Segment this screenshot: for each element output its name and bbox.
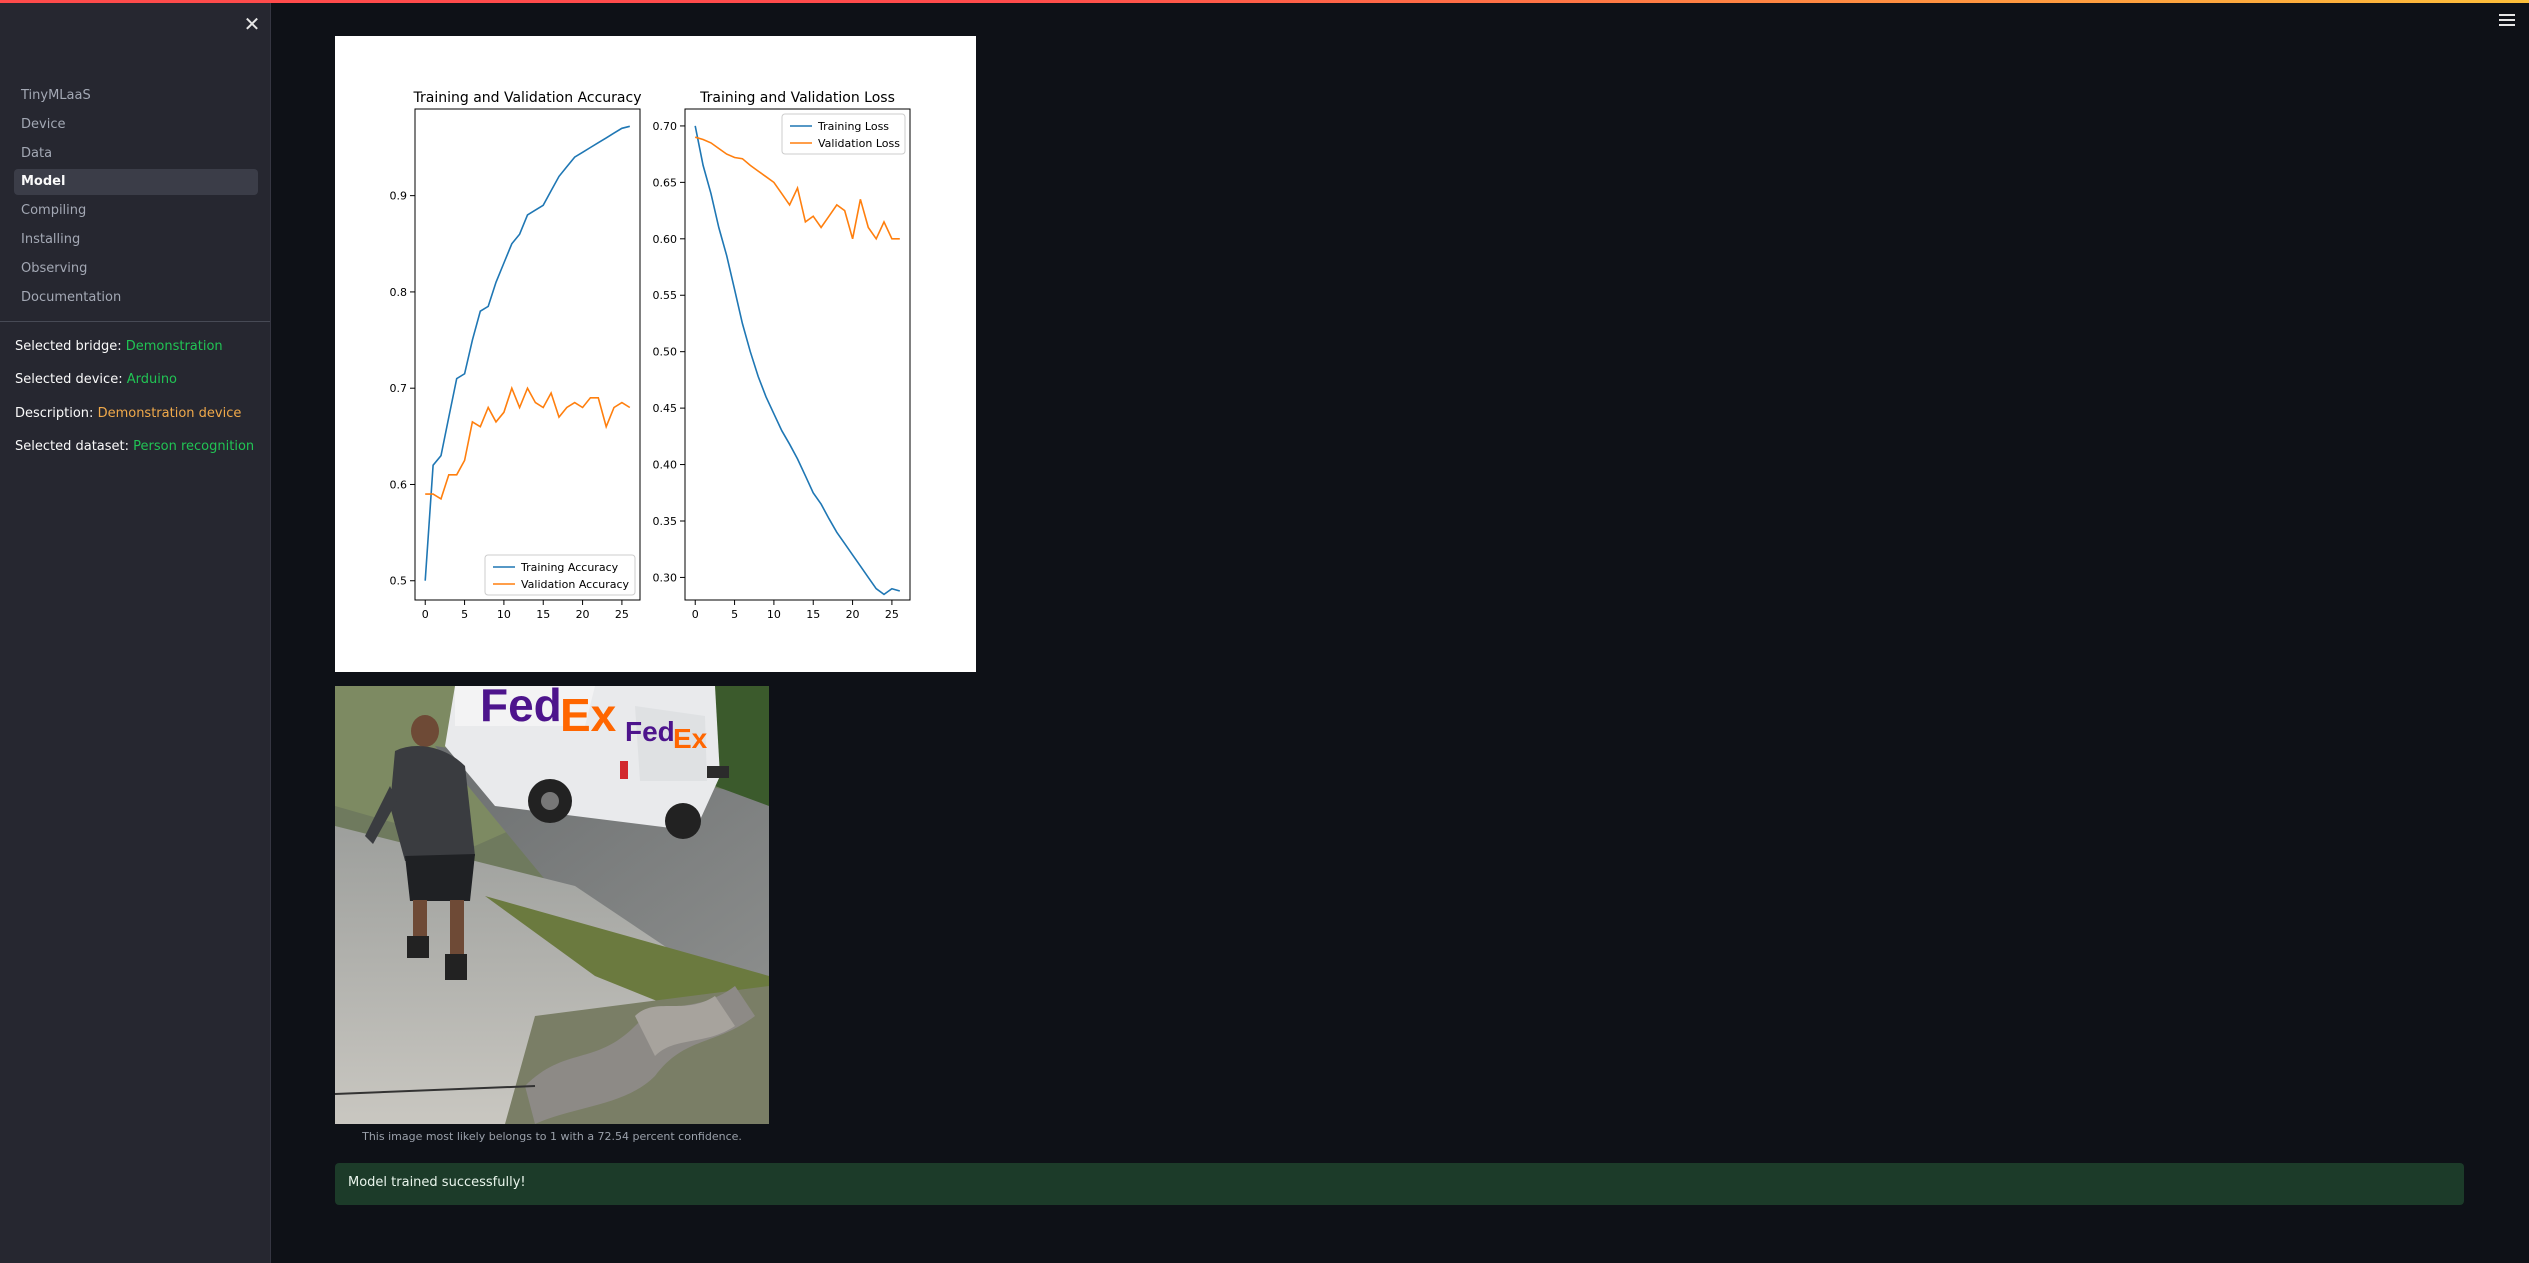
training-plots-figure: Training and Validation Accuracy 0 5 10 15 20… xyxy=(335,36,976,672)
training-plots-svg: Training and Validation Accuracy 0 5 10 15 20… xyxy=(390,90,911,621)
training-loss-legend-label: Training Loss xyxy=(817,120,889,133)
loss-x-tick-label: 5 xyxy=(731,608,738,621)
validation-accuracy-line xyxy=(425,385,631,501)
accuracy-x-tick-label: 5 xyxy=(461,608,468,621)
loss-y-tick-label: 0.55 xyxy=(653,289,678,302)
accuracy-y-tick-label: 0.9 xyxy=(390,190,408,203)
loss-x-tick-label: 15 xyxy=(806,608,820,621)
loss-y-tick-label: 0.50 xyxy=(653,346,678,359)
photo-illustration: Fed Ex Fed Ex xyxy=(335,686,769,1124)
accuracy-x-tick-label: 15 xyxy=(536,608,550,621)
accuracy-x-tick-label: 20 xyxy=(576,608,590,621)
accuracy-y-tick-label: 0.6 xyxy=(390,478,408,491)
sidebar-item-data[interactable]: Data xyxy=(21,145,53,161)
loss-y-tick-label: 0.35 xyxy=(653,515,678,528)
loss-plot-frame xyxy=(684,108,911,601)
selected-device: Selected device: Arduino xyxy=(15,372,177,387)
sidebar-item-documentation[interactable]: Documentation xyxy=(21,289,122,305)
loss-x-tick-label: 20 xyxy=(846,608,860,621)
sidebar-divider xyxy=(0,321,270,322)
top-decoration-bar xyxy=(0,0,2529,3)
loss-y-tick-label: 0.65 xyxy=(653,176,678,189)
accuracy-chart-title: Training and Validation Accuracy xyxy=(413,90,642,106)
selected-device-value: Arduino xyxy=(126,372,178,387)
sidebar-item-observing[interactable]: Observing xyxy=(21,260,88,276)
selected-bridge: Selected bridge: Demonstration xyxy=(15,339,223,354)
validation-loss-line xyxy=(694,136,900,241)
success-message: Model trained successfully! xyxy=(348,1175,526,1190)
svg-text:Fed: Fed xyxy=(480,686,562,731)
selected-dataset-value: Person recognition xyxy=(133,439,255,454)
success-alert: Model trained successfully! xyxy=(335,1163,2464,1205)
accuracy-y-tick-label: 0.7 xyxy=(390,382,408,395)
svg-text:Ex: Ex xyxy=(560,689,617,741)
sidebar-item-model[interactable]: Model xyxy=(14,169,258,196)
sidebar-item-compiling[interactable]: Compiling xyxy=(21,203,87,219)
close-icon[interactable]: ✕ xyxy=(243,12,261,36)
validation-accuracy-legend-label: Validation Accuracy xyxy=(521,578,630,591)
accuracy-x-tick-label: 10 xyxy=(497,608,511,621)
sidebar-nav: TinyMLaaS Device Data Model Compiling In… xyxy=(14,83,258,313)
loss-x-tick-label: 25 xyxy=(885,608,899,621)
loss-x-tick-label: 10 xyxy=(767,608,781,621)
delivery-person-photo: Fed Ex Fed Ex xyxy=(335,686,769,1124)
loss-y-tick-label: 0.45 xyxy=(653,402,678,415)
svg-text:Fed: Fed xyxy=(625,716,675,747)
hamburger-menu-icon[interactable] xyxy=(2497,11,2517,29)
selected-bridge-label: Selected bridge: xyxy=(15,339,126,354)
loss-y-tick-label: 0.60 xyxy=(653,233,678,246)
loss-y-tick-label: 0.40 xyxy=(653,459,678,472)
accuracy-y-tick-label: 0.5 xyxy=(390,575,408,588)
validation-loss-legend-label: Validation Loss xyxy=(818,137,900,150)
training-accuracy-line xyxy=(424,125,630,581)
accuracy-y-tick-label: 0.8 xyxy=(390,286,408,299)
device-description-value: Demonstration device xyxy=(97,406,242,421)
device-description-label: Description: xyxy=(15,406,98,421)
sidebar-item-device[interactable]: Device xyxy=(21,116,66,132)
svg-text:Ex: Ex xyxy=(673,723,708,754)
device-description: Description: Demonstration device xyxy=(15,406,241,421)
sidebar: ✕ TinyMLaaS Device Data Model Compiling … xyxy=(0,3,271,1263)
loss-y-tick-label: 0.30 xyxy=(653,571,678,584)
loss-chart-title: Training and Validation Loss xyxy=(699,90,895,106)
selected-dataset-label: Selected dataset: xyxy=(15,439,134,454)
selected-device-label: Selected device: xyxy=(15,372,127,387)
sidebar-item-tinymlaas[interactable]: TinyMLaaS xyxy=(21,88,91,103)
loss-legend-box xyxy=(781,113,906,155)
training-loss-line xyxy=(694,125,901,596)
loss-y-tick-label: 0.70 xyxy=(653,120,678,133)
loss-x-tick-label: 0 xyxy=(692,608,699,621)
prediction-caption: This image most likely belongs to 1 with… xyxy=(362,1130,742,1143)
selected-bridge-value: Demonstration xyxy=(125,339,223,354)
accuracy-legend-box xyxy=(484,554,636,596)
training-accuracy-legend-label: Training Accuracy xyxy=(520,561,619,574)
accuracy-x-tick-label: 25 xyxy=(615,608,629,621)
accuracy-x-tick-label: 0 xyxy=(422,608,429,621)
sidebar-item-installing[interactable]: Installing xyxy=(21,231,81,247)
selected-dataset: Selected dataset: Person recognition xyxy=(15,439,254,454)
accuracy-plot-frame xyxy=(414,108,641,601)
